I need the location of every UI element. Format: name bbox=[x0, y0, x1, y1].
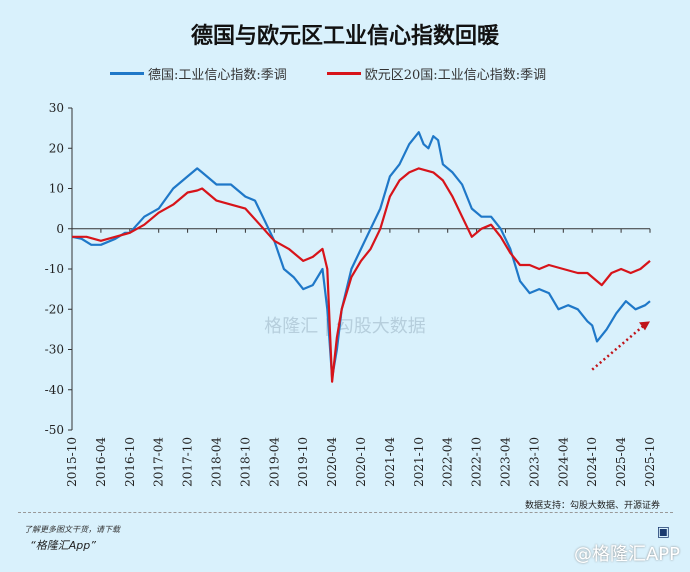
promo-app-name: “格隆汇App” bbox=[30, 539, 96, 552]
chart-title: 德国与欧元区工业信心指数回暖 bbox=[190, 24, 499, 49]
x-tick-label: 2022-10 bbox=[470, 437, 484, 487]
x-tick-label: 2016-10 bbox=[123, 437, 137, 487]
x-tick-label: 2018-10 bbox=[238, 437, 252, 487]
x-tick-label: 2024-04 bbox=[556, 437, 570, 487]
y-tick-label: -50 bbox=[45, 423, 64, 437]
legend-label-eurozone: 欧元区20国:工业信心指数:季调 bbox=[364, 68, 547, 83]
watermark: 格隆汇 | 勾股大数据 bbox=[264, 316, 426, 337]
credit-text: @格隆汇APP bbox=[573, 544, 680, 565]
trend-arrow-line bbox=[591, 324, 645, 371]
promo-text: 了解更多图文干货，请下载 bbox=[24, 525, 120, 534]
x-tick-label: 2019-10 bbox=[296, 437, 310, 487]
legend-swatch-germany bbox=[110, 72, 144, 75]
x-tick-label: 2021-04 bbox=[383, 437, 397, 487]
trend-arrow-head bbox=[639, 321, 650, 331]
y-tick-label: -30 bbox=[45, 343, 64, 357]
y-tick-label: -40 bbox=[45, 383, 64, 397]
x-tick-label: 2025-10 bbox=[643, 437, 657, 487]
y-tick-label: -20 bbox=[45, 302, 64, 316]
x-tick-label: 2016-04 bbox=[94, 437, 108, 487]
x-tick-label: 2023-04 bbox=[499, 437, 513, 487]
x-tick-label: 2018-04 bbox=[210, 437, 224, 487]
y-tick-label: 10 bbox=[49, 182, 64, 196]
x-tick-label: 2017-04 bbox=[152, 437, 166, 487]
legend-item-germany: 德国:工业信心指数:季调 bbox=[110, 64, 287, 83]
brand-logo: ▣ bbox=[656, 524, 670, 540]
x-tick-label: 2019-04 bbox=[267, 437, 281, 487]
series-line-germany bbox=[71, 131, 651, 379]
x-tick-label: 2020-04 bbox=[325, 437, 339, 487]
y-tick-label: 20 bbox=[49, 141, 64, 155]
line-chart: 格隆汇 | 勾股大数据 30 20 10 0 -10 -20 -30 -40 -502015-10… bbox=[45, 101, 657, 487]
x-tick-label: 2023-10 bbox=[527, 437, 541, 487]
x-tick-label: 2020-10 bbox=[354, 437, 368, 487]
x-tick-label: 2025-04 bbox=[614, 437, 628, 487]
y-tick-label: 0 bbox=[56, 222, 64, 236]
x-tick-label: 2022-04 bbox=[441, 437, 455, 487]
source-note: 数据支持：勾股大数据、开源证券 bbox=[524, 501, 660, 511]
legend-swatch-eurozone bbox=[326, 72, 361, 75]
series-line-eurozone bbox=[72, 167, 651, 383]
x-tick-label: 2015-10 bbox=[65, 437, 79, 487]
x-tick-label: 2021-10 bbox=[412, 437, 426, 487]
legend-label-germany: 德国:工业信心指数:季调 bbox=[148, 68, 287, 83]
legend: 德国:工业信心指数:季调 欧元区20国:工业信心指数:季调 bbox=[110, 64, 546, 83]
x-tick-label: 2017-10 bbox=[181, 437, 195, 487]
legend-item-eurozone: 欧元区20国:工业信心指数:季调 bbox=[326, 64, 547, 83]
y-tick-label: -10 bbox=[45, 262, 64, 276]
divider bbox=[18, 512, 673, 513]
x-tick-label: 2024-10 bbox=[585, 437, 599, 487]
y-tick-label: 30 bbox=[49, 101, 64, 115]
